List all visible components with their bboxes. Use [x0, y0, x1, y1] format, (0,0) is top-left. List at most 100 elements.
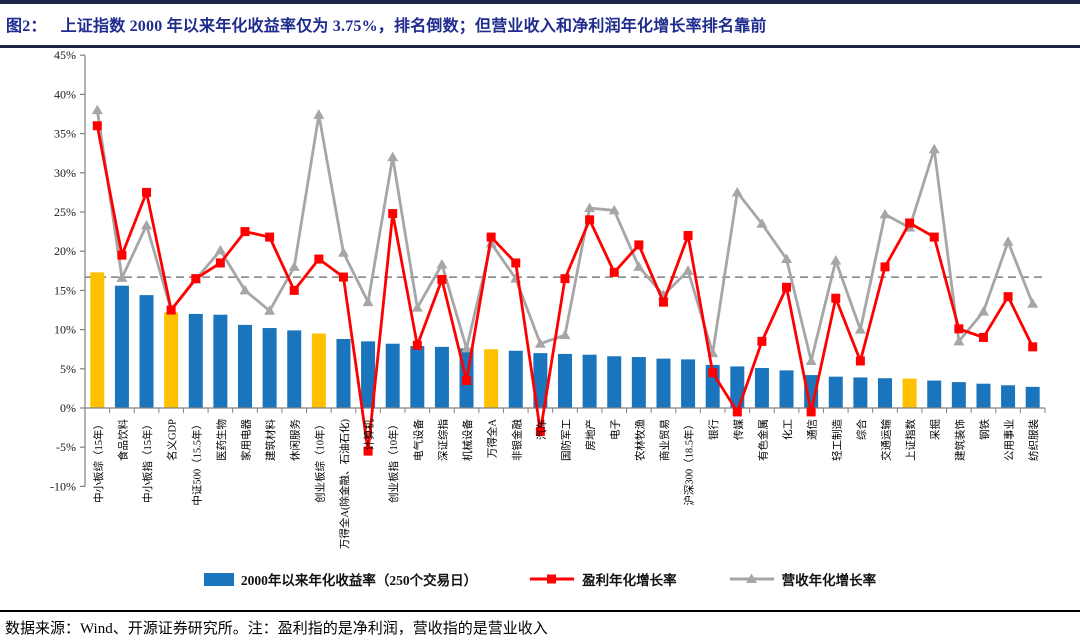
bar-36: [976, 383, 991, 408]
profit-marker-21: [609, 267, 619, 277]
revenue-marker-8: [288, 261, 300, 271]
profit-marker-11: [363, 446, 373, 456]
revenue-marker-13: [411, 302, 423, 312]
bar-18: [533, 353, 548, 408]
bar-10: [336, 339, 351, 408]
x-label-26: 传媒: [732, 419, 745, 440]
revenue-marker-26: [731, 186, 743, 197]
bar-22: [631, 357, 646, 408]
y-tick-label: 15%: [54, 283, 76, 297]
y-tick-label: 20%: [54, 244, 76, 258]
y-tick-label: 25%: [54, 205, 76, 219]
x-label-36: 钢铁: [978, 419, 991, 440]
revenue-marker-15: [461, 342, 473, 353]
revenue-marker-2: [141, 219, 153, 230]
bar-7: [262, 328, 277, 408]
x-label-22: 农林牧渔: [633, 419, 646, 461]
profit-marker-12: [388, 209, 398, 219]
profit-marker-7: [265, 232, 275, 242]
revenue-marker-7: [264, 305, 276, 315]
x-label-1: 食品饮料: [116, 419, 129, 461]
chart-legend: 2000年以来年化收益率（250个交易日） 盈利年化增长率 营收年化增长率: [0, 565, 1080, 593]
profit-marker-31: [855, 356, 865, 366]
x-label-7: 建筑材料: [264, 419, 277, 461]
figure-label: 图2：: [6, 18, 47, 35]
revenue-marker-38: [1027, 298, 1039, 308]
x-label-19: 国防军工: [560, 419, 573, 461]
x-ticks: [84, 408, 1046, 413]
profit-marker-4: [191, 274, 201, 284]
x-label-32: 交通运输: [880, 419, 893, 461]
x-label-29: 通信: [807, 419, 819, 440]
x-label-5: 医药生物: [215, 419, 228, 461]
y-tick-label: 35%: [54, 127, 76, 141]
bar-24: [681, 359, 696, 408]
profit-marker-20: [585, 215, 595, 225]
bar-32: [878, 378, 892, 408]
y-tick-label: 0%: [60, 401, 76, 415]
revenue-line-swatch: [729, 573, 774, 583]
bar-17: [508, 350, 523, 408]
profit-marker-5: [215, 258, 225, 268]
x-label-31: 综合: [855, 419, 868, 440]
profit-marker-9: [314, 254, 324, 264]
figure-title-text: 上证指数 2000 年以来年化收益率仅为 3.75%，排名倒数；但营业收入和净利…: [60, 18, 767, 35]
revenue-marker-29: [805, 355, 817, 365]
x-label-35: 建筑装饰: [953, 419, 966, 461]
revenue-marker-18: [534, 338, 546, 348]
bar-5: [213, 314, 228, 408]
x-label-28: 化工: [781, 419, 794, 440]
revenue-marker-12: [387, 151, 399, 162]
bar-16: [484, 349, 499, 408]
profit-marker-25: [708, 368, 718, 378]
profit-marker-34: [929, 232, 939, 242]
x-label-14: 深证综指: [436, 419, 449, 461]
bar-31: [853, 377, 868, 408]
legend-label-profit: 盈利年化增长率: [582, 573, 677, 588]
profit-marker-15: [462, 376, 472, 386]
profit-marker-3: [166, 305, 176, 315]
y-tick-labels: 45% 40% 35% 30% 25% 20% 15% 10% 5% 0% -5% -10%: [50, 50, 85, 493]
x-label-4: 中证500（15.5年）: [190, 419, 203, 506]
revenue-marker-36: [977, 306, 989, 316]
profit-marker-19: [560, 274, 570, 284]
bar-34: [927, 380, 942, 408]
profit-marker-30: [831, 293, 841, 303]
legend-label-return: 2000年以来年化收益率（250个交易日）: [240, 573, 478, 588]
profit-marker-8: [289, 285, 299, 295]
x-label-30: 轻工制造: [830, 419, 843, 461]
legend-item-profit: 盈利年化增长率: [529, 569, 677, 589]
profit-marker-18: [535, 427, 545, 437]
revenue-marker-24: [682, 265, 694, 275]
profit-marker-14: [437, 274, 447, 284]
bar-2: [139, 295, 154, 408]
profit-marker-22: [634, 240, 644, 250]
legend-item-revenue: 营收年化增长率: [729, 569, 877, 589]
revenue-marker-35: [953, 335, 965, 346]
x-label-12: 创业板指（10年）: [387, 419, 400, 503]
revenue-marker-27: [756, 218, 768, 228]
legend-label-revenue: 营收年化增长率: [781, 573, 877, 588]
bar-0: [90, 272, 105, 408]
y-tick-label: 40%: [54, 87, 76, 101]
bar-series-swatch: [203, 572, 234, 586]
x-label-6: 家用电器: [240, 419, 253, 461]
profit-marker-2: [142, 187, 152, 197]
profit-marker-33: [905, 218, 915, 228]
profit-marker-32: [880, 262, 890, 272]
profit-marker-37: [1003, 292, 1013, 302]
x-label-9: 创业板综（10年）: [313, 419, 326, 503]
bar-4: [188, 313, 203, 408]
bar-9: [311, 333, 326, 408]
x-label-21: 电子: [609, 419, 622, 440]
x-label-3: 名义GDP: [166, 419, 179, 461]
profit-marker-24: [683, 231, 693, 241]
x-label-23: 商业贸易: [658, 419, 671, 461]
revenue-line-group: [91, 104, 1039, 365]
profit-marker-35: [954, 324, 964, 334]
bar-23: [656, 358, 671, 408]
legend-item-return: 2000年以来年化收益率（250个交易日）: [203, 569, 478, 589]
profit-marker-29: [806, 407, 816, 417]
x-label-25: 银行: [707, 419, 720, 440]
